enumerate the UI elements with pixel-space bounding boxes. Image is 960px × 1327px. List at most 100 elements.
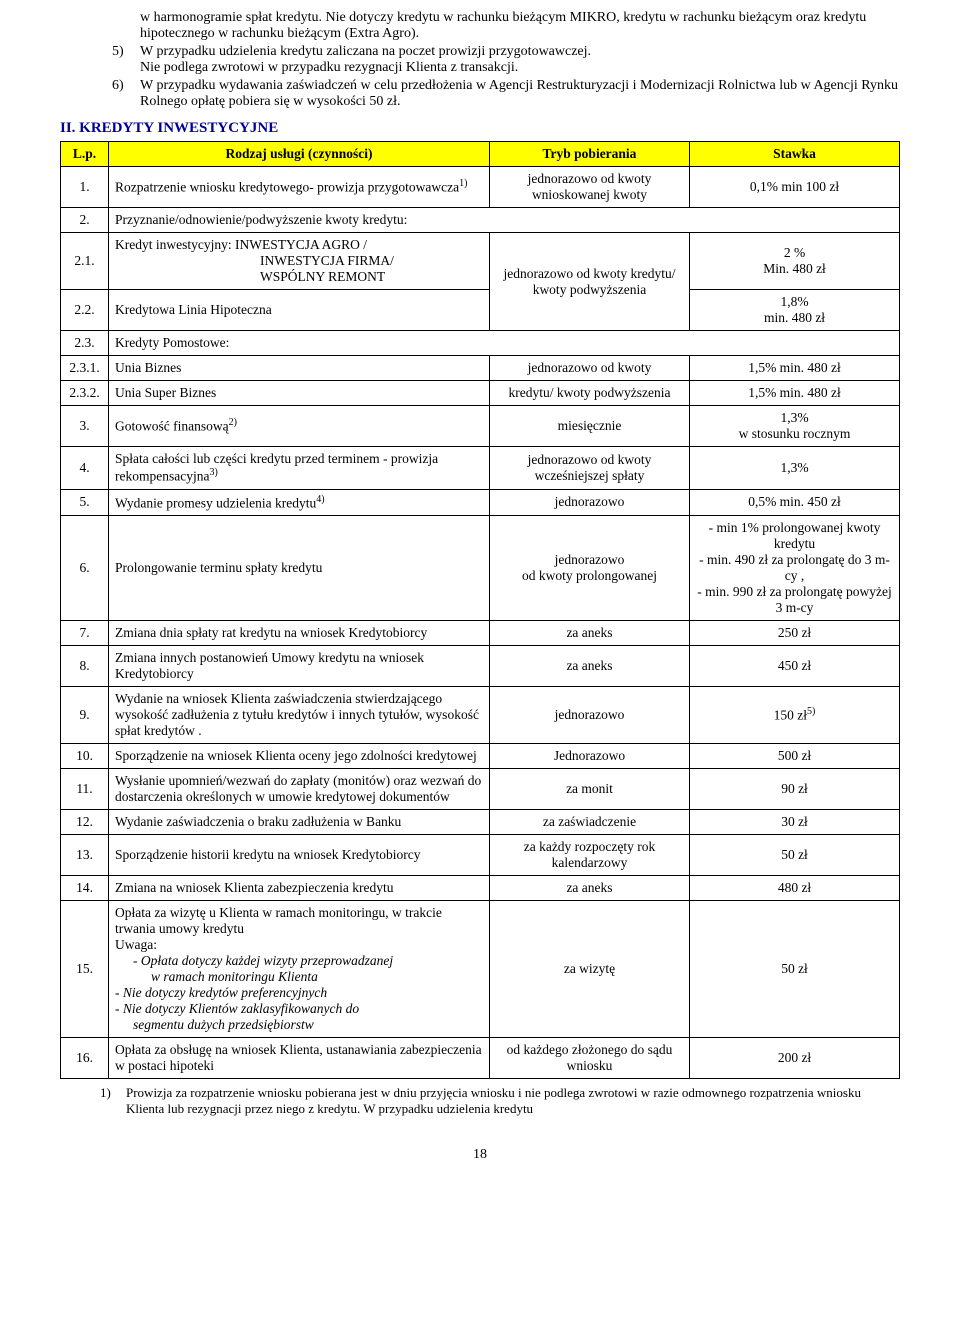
hdr-desc: Rodzaj usługi (czynności) <box>109 142 490 167</box>
cell-mode: miesięcznie <box>490 406 690 447</box>
cell-desc: Spłata całości lub części kredytu przed … <box>109 447 490 490</box>
page-number: 18 <box>60 1147 900 1163</box>
cell-mode: jednorazowo od kwoty <box>490 356 690 381</box>
cell-desc: Zmiana na wniosek Klienta zabezpieczenia… <box>109 876 490 901</box>
table-row: 5. Wydanie promesy udzielenia kredytu4) … <box>61 489 900 516</box>
cell-desc: Rozpatrzenie wniosku kredytowego- prowiz… <box>109 167 490 208</box>
cell-num: 1. <box>61 167 109 208</box>
table-row: 6. Prolongowanie terminu spłaty kredytu … <box>61 516 900 621</box>
cell-num: 3. <box>61 406 109 447</box>
cell-num: 10. <box>61 744 109 769</box>
cell-num: 11. <box>61 769 109 810</box>
intro-txt-6: W przypadku wydawania zaświadczeń w celu… <box>140 78 900 110</box>
cell-rate: 0,1% min 100 zł <box>690 167 900 208</box>
cell-num: 5. <box>61 489 109 516</box>
cell-mode: jednorazowo od kwoty prolongowanej <box>490 516 690 621</box>
cell-mode: za aneks <box>490 621 690 646</box>
cell-num: 2. <box>61 208 109 233</box>
cell-rate: 30 zł <box>690 810 900 835</box>
cell-num: 2.3.1. <box>61 356 109 381</box>
table-row: 9. Wydanie na wniosek Klienta zaświadcze… <box>61 687 900 744</box>
cell-desc: Opłata za wizytę u Klienta w ramach moni… <box>109 901 490 1038</box>
table-row: 8. Zmiana innych postanowień Umowy kredy… <box>61 646 900 687</box>
table-row: 13. Sporządzenie historii kredytu na wni… <box>61 835 900 876</box>
hdr-lp: L.p. <box>61 142 109 167</box>
cell-desc: Wydanie na wniosek Klienta zaświadczenia… <box>109 687 490 744</box>
intro-5-line1: W przypadku udzielenia kredytu zaliczana… <box>140 44 591 59</box>
cell-num: 6. <box>61 516 109 621</box>
cell-desc: Kredyt inwestycyjny: INWESTYCJA AGRO / I… <box>109 233 490 290</box>
cell-desc: Zmiana innych postanowień Umowy kredytu … <box>109 646 490 687</box>
table-row: 2.3. Kredyty Pomostowe: <box>61 331 900 356</box>
cell-num: 9. <box>61 687 109 744</box>
cell-rate: 450 zł <box>690 646 900 687</box>
cell-mode: za wizytę <box>490 901 690 1038</box>
cell-rate: 90 zł <box>690 769 900 810</box>
cell-desc: Zmiana dnia spłaty rat kredytu na wniose… <box>109 621 490 646</box>
fee-table: L.p. Rodzaj usługi (czynności) Tryb pobi… <box>60 141 900 1079</box>
footnote-1: 1) Prowizja za rozpatrzenie wniosku pobi… <box>100 1085 900 1117</box>
cell-desc: Unia Biznes <box>109 356 490 381</box>
intro-block: w harmonogramie spłat kredytu. Nie dotyc… <box>140 10 900 110</box>
intro-num-6: 6) <box>112 78 140 110</box>
intro-continuation: w harmonogramie spłat kredytu. Nie dotyc… <box>140 10 900 42</box>
cell-num: 2.2. <box>61 290 109 331</box>
cell-num: 4. <box>61 447 109 490</box>
cell-rate: 50 zł <box>690 901 900 1038</box>
cell-rate: 150 zł5) <box>690 687 900 744</box>
cell-desc: Kredytowa Linia Hipoteczna <box>109 290 490 331</box>
hdr-mode: Tryb pobierania <box>490 142 690 167</box>
cell-desc: Opłata za obsługę na wniosek Klienta, us… <box>109 1038 490 1079</box>
table-row: 11. Wysłanie upomnień/wezwań do zapłaty … <box>61 769 900 810</box>
cell-num: 8. <box>61 646 109 687</box>
intro-num-5: 5) <box>112 44 140 76</box>
footnote-text: Prowizja za rozpatrzenie wniosku pobiera… <box>126 1085 900 1117</box>
cell-mode: za aneks <box>490 876 690 901</box>
cell-desc: Gotowość finansową2) <box>109 406 490 447</box>
cell-num: 16. <box>61 1038 109 1079</box>
cell-mode: jednorazowo <box>490 489 690 516</box>
cell-num: 14. <box>61 876 109 901</box>
cell-desc: Unia Super Biznes <box>109 381 490 406</box>
cell-num: 2.3.2. <box>61 381 109 406</box>
table-row: 2.3.1. Unia Biznes jednorazowo od kwoty … <box>61 356 900 381</box>
cell-mode: jednorazowo od kwoty kredytu/ kwoty podw… <box>490 233 690 331</box>
cell-rate: 200 zł <box>690 1038 900 1079</box>
intro-txt-5: W przypadku udzielenia kredytu zaliczana… <box>140 44 900 76</box>
cell-mode: za aneks <box>490 646 690 687</box>
cell-num: 13. <box>61 835 109 876</box>
table-row: 4. Spłata całości lub części kredytu prz… <box>61 447 900 490</box>
table-row: 12. Wydanie zaświadczenia o braku zadłuż… <box>61 810 900 835</box>
cell-rate: 1,5% min. 480 zł <box>690 381 900 406</box>
cell-rate: 1,3% w stosunku rocznym <box>690 406 900 447</box>
cell-rate: 500 zł <box>690 744 900 769</box>
cell-num: 7. <box>61 621 109 646</box>
section-header: II. KREDYTY INWESTYCYJNE <box>60 120 900 137</box>
cell-mode: Jednorazowo <box>490 744 690 769</box>
cell-rate: 50 zł <box>690 835 900 876</box>
cell-desc: Sporządzenie na wniosek Klienta oceny je… <box>109 744 490 769</box>
cell-rate: 1,3% <box>690 447 900 490</box>
table-row: 14. Zmiana na wniosek Klienta zabezpiecz… <box>61 876 900 901</box>
cell-rate: 480 zł <box>690 876 900 901</box>
cell-num: 2.3. <box>61 331 109 356</box>
cell-mode: za monit <box>490 769 690 810</box>
table-row: 2.1. Kredyt inwestycyjny: INWESTYCJA AGR… <box>61 233 900 290</box>
table-row: 2.3.2. Unia Super Biznes kredytu/ kwoty … <box>61 381 900 406</box>
table-row: 3. Gotowość finansową2) miesięcznie 1,3%… <box>61 406 900 447</box>
table-row: 15. Opłata za wizytę u Klienta w ramach … <box>61 901 900 1038</box>
cell-desc: Kredyty Pomostowe: <box>109 331 900 356</box>
cell-rate: 250 zł <box>690 621 900 646</box>
table-row: 2. Przyznanie/odnowienie/podwyższenie kw… <box>61 208 900 233</box>
footnote-num: 1) <box>100 1085 126 1117</box>
cell-rate: - min 1% prolongowanej kwoty kredytu - m… <box>690 516 900 621</box>
cell-mode: od każdego złożonego do sądu wniosku <box>490 1038 690 1079</box>
cell-num: 12. <box>61 810 109 835</box>
table-row: 10. Sporządzenie na wniosek Klienta ocen… <box>61 744 900 769</box>
cell-rate: 1,5% min. 480 zł <box>690 356 900 381</box>
intro-item-6: 6) W przypadku wydawania zaświadczeń w c… <box>140 78 900 110</box>
table-row: 7. Zmiana dnia spłaty rat kredytu na wni… <box>61 621 900 646</box>
cell-rate: 2 % Min. 480 zł <box>690 233 900 290</box>
cell-mode: jednorazowo od kwoty wcześniejszej spłat… <box>490 447 690 490</box>
footnotes: 1) Prowizja za rozpatrzenie wniosku pobi… <box>100 1085 900 1117</box>
